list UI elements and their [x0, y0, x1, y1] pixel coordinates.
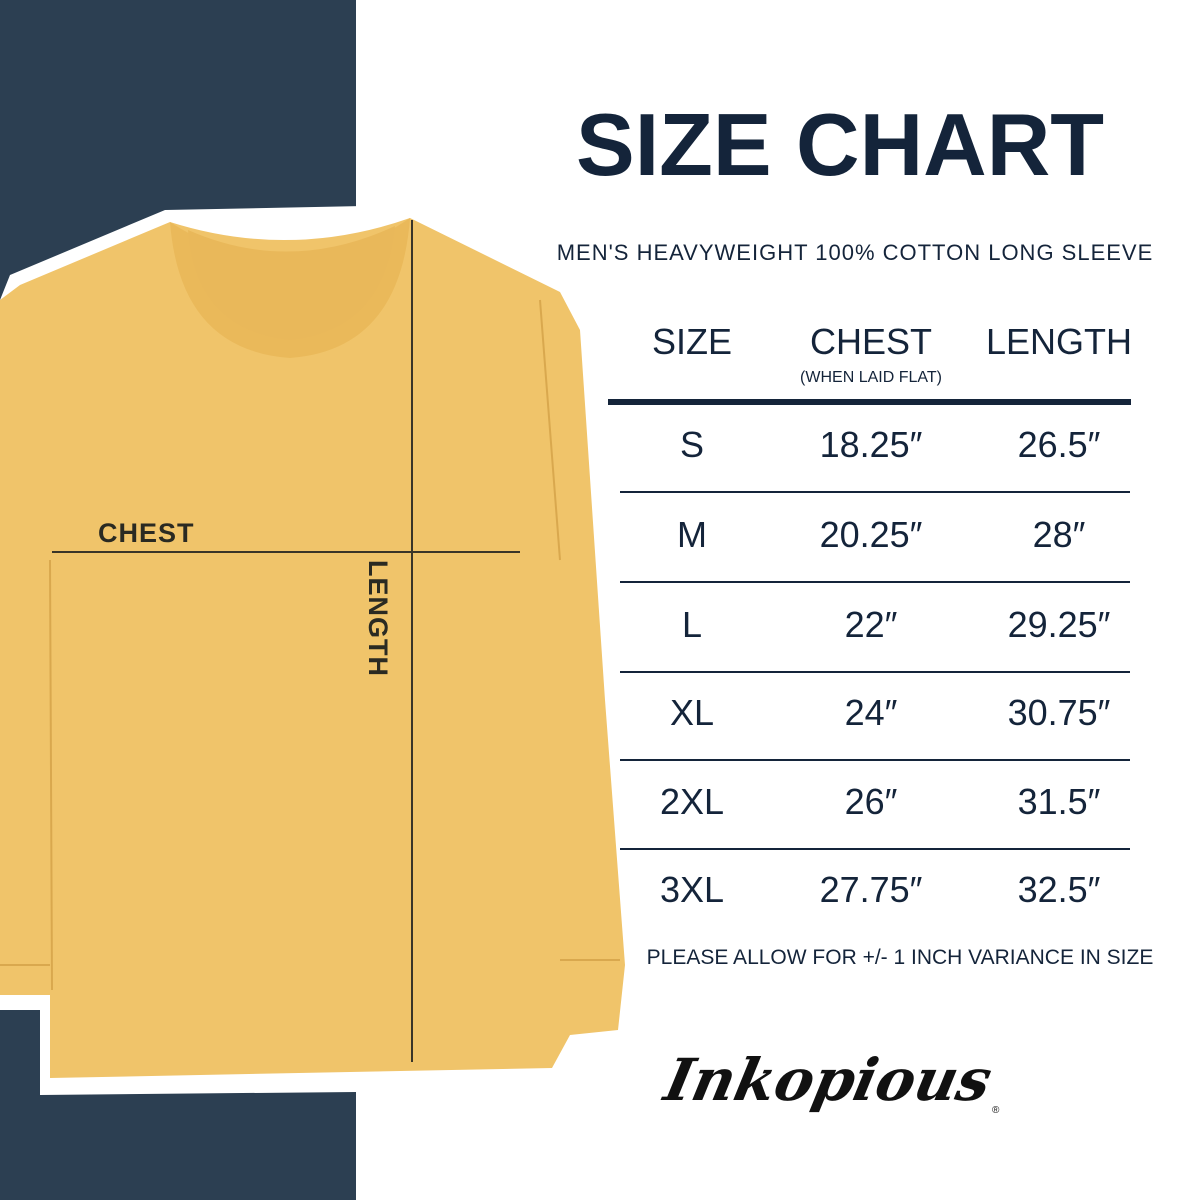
cell-length: 26.5″ [1017, 424, 1101, 465]
cell-size: 3XL [659, 869, 725, 910]
svg-text:®: ® [992, 1105, 1000, 1116]
cell-size: S [679, 424, 704, 465]
cell-size: L [681, 604, 703, 645]
cell-length: 29.25″ [1007, 604, 1111, 645]
row-divider [620, 581, 1130, 583]
table-row: 2XL 26″ 31.5″ [600, 772, 1140, 832]
cell-chest: 22″ [844, 604, 898, 645]
svg-text:Inkopious: Inkopious [657, 1046, 998, 1114]
shirt-neck [188, 226, 395, 340]
shirt-illustration [0, 218, 625, 1078]
cell-chest: 20.25″ [819, 514, 923, 555]
table-row: M 20.25″ 28″ [600, 505, 1140, 565]
row-divider [620, 491, 1130, 493]
table-row: L 22″ 29.25″ [600, 595, 1140, 655]
cell-length: 28″ [1032, 514, 1086, 555]
row-divider [620, 848, 1130, 850]
shirt-seams [0, 299, 620, 991]
table-row: S 18.25″ 26.5″ [600, 415, 1140, 475]
cell-chest: 26″ [844, 781, 898, 822]
cell-length: 30.75″ [1007, 692, 1111, 733]
cell-size: XL [669, 692, 715, 733]
page-title: SIZE CHART [576, 95, 1104, 194]
header-chest: CHEST [809, 321, 932, 362]
chest-label: CHEST [98, 518, 195, 548]
header-size: SIZE [651, 321, 732, 362]
cell-chest: 27.75″ [819, 869, 923, 910]
cell-size: M [677, 514, 707, 555]
table-row: XL 24″ 30.75″ [600, 683, 1140, 743]
row-divider [620, 759, 1130, 761]
length-label: LENGTH [363, 560, 393, 677]
header-chest-note: (WHEN LAID FLAT) [800, 369, 942, 386]
cell-length: 31.5″ [1017, 781, 1101, 822]
cell-chest: 18.25″ [819, 424, 923, 465]
cell-size: 2XL [659, 781, 725, 822]
header-length: LENGTH [985, 321, 1133, 362]
shirt-body [0, 218, 625, 1078]
cell-length: 32.5″ [1017, 869, 1101, 910]
cell-chest: 24″ [844, 692, 898, 733]
brand-logo: Inkopious ® [657, 1046, 1000, 1116]
subtitle: MEN'S HEAVYWEIGHT 100% COTTON LONG SLEEV… [556, 240, 1154, 265]
header-divider [608, 399, 1131, 405]
table-row: 3XL 27.75″ 32.5″ [600, 860, 1140, 920]
variance-note: PLEASE ALLOW FOR +/- 1 INCH VARIANCE IN … [646, 946, 1154, 969]
row-divider [620, 671, 1130, 673]
